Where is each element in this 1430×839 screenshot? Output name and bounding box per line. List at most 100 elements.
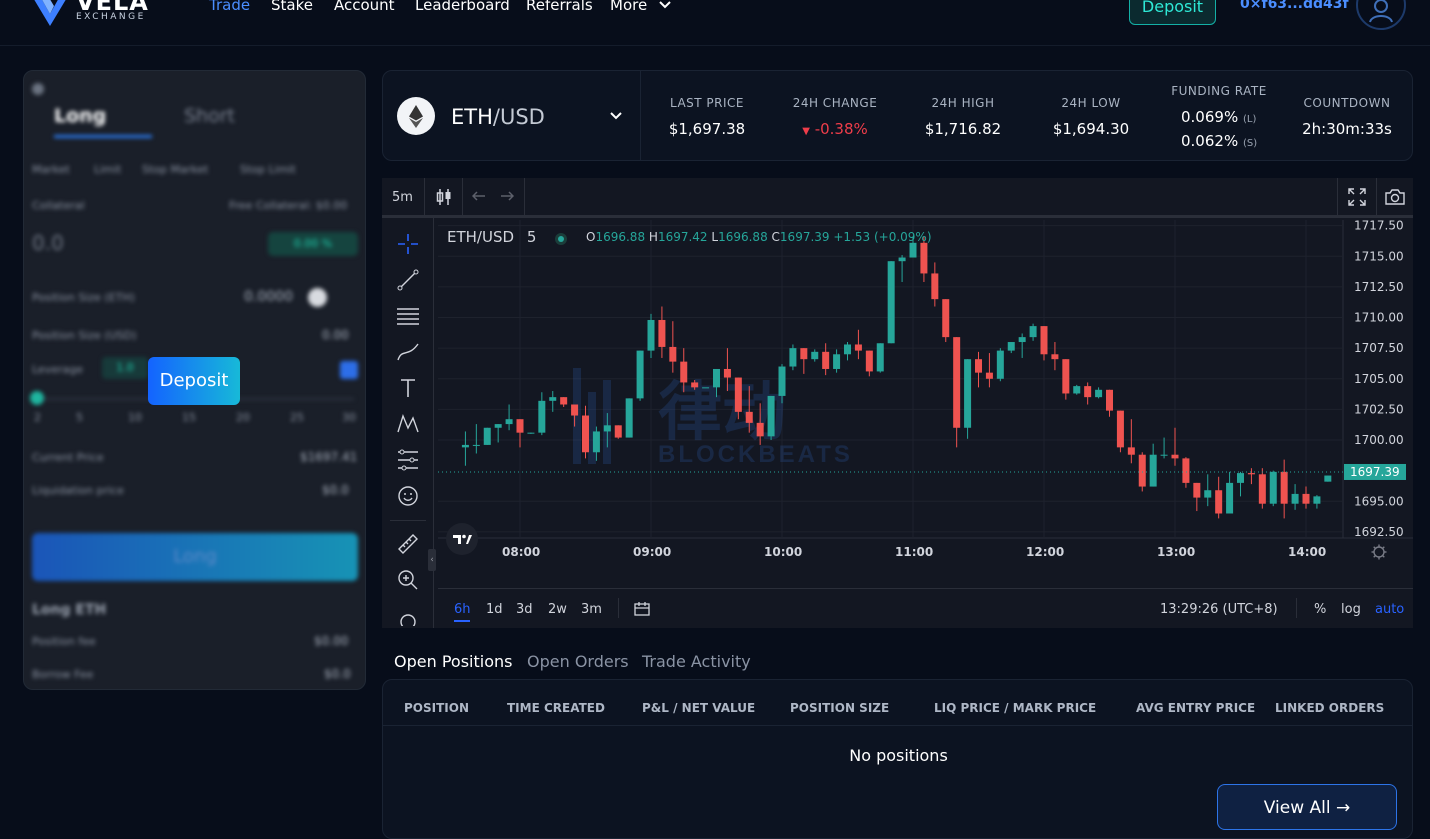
tab-open-positions[interactable]: Open Positions [394,652,513,671]
user-icon [1369,0,1393,23]
candle [691,380,699,390]
interval-button[interactable]: 5m [392,190,413,205]
order-type-stop-limit[interactable]: Stop Limit [240,163,296,176]
tradingview-logo[interactable] [446,523,478,555]
camera-icon[interactable] [1384,188,1406,206]
candles-style-icon[interactable] [436,187,452,207]
candle [920,236,928,283]
slippage-select[interactable]: 0.00 % [268,232,358,256]
nav-trade[interactable]: Trade [209,0,251,14]
emoji-icon[interactable] [396,484,420,508]
watermark-text: BLOCKBEATS [658,441,853,468]
candle [592,426,600,461]
pattern-icon[interactable] [396,412,420,436]
view-all-button[interactable]: View All → [1217,784,1397,830]
candle [636,350,644,401]
header-time-created: TIME CREATED [507,701,605,715]
candle [931,262,939,307]
market-selector[interactable]: ETH/USD [451,105,545,129]
order-type-stop-market[interactable]: Stop Market [142,163,209,176]
range-3d[interactable]: 3d [516,602,533,617]
collateral-input[interactable]: 0.0 [32,231,64,255]
chevron-down-icon [659,1,671,9]
price-tick-label: 1707.50 [1354,341,1404,355]
legend-c-label: C [771,230,780,244]
prediction-icon[interactable] [396,448,420,472]
nav-account[interactable]: Account [334,0,395,14]
range-2w[interactable]: 2w [548,602,567,617]
chart-clock[interactable]: 13:29:26 (UTC+8) [1160,602,1278,617]
low-value: $1,694.30 [1052,120,1130,138]
axis-settings-icon[interactable] [1371,544,1387,560]
nav-more[interactable]: More [610,0,672,14]
collapse-toolbar-button[interactable]: ‹ [428,549,436,571]
wallet-address[interactable]: 0×f63...dd43f [1240,0,1349,12]
candle [483,427,491,445]
candle [876,343,884,373]
positions-table: POSITION TIME CREATED P&L / NET VALUE PO… [382,679,1413,839]
text-tool-icon[interactable] [396,376,420,400]
fib-retracement-icon[interactable] [396,304,420,328]
time-axis[interactable]: 08:00 09:00 10:00 11:00 12:00 13:00 14:00 [502,544,1387,560]
log-toggle[interactable]: log [1341,602,1361,617]
nav-stake[interactable]: Stake [271,0,313,14]
last-price-label: LAST PRICE [669,96,744,110]
candle [844,342,851,361]
fullscreen-icon[interactable] [1348,188,1366,206]
auto-toggle[interactable]: auto [1375,602,1405,617]
order-type-market[interactable]: Market [32,163,70,176]
range-1d[interactable]: 1d [486,602,503,617]
header-position: POSITION [404,701,469,715]
redo-icon[interactable] [500,190,514,202]
brush-icon[interactable] [396,340,420,364]
pair-quote: /USD [492,105,545,129]
range-3m[interactable]: 3m [581,602,602,617]
candle [549,391,557,412]
deposit-overlay-button[interactable]: Deposit [148,357,240,405]
nav-leaderboard[interactable]: Leaderboard [415,0,510,14]
tab-short[interactable]: Short [184,105,235,127]
vela-logo[interactable] [30,0,74,32]
long-submit-button[interactable]: Long [32,533,358,581]
zoom-in-icon[interactable] [396,568,420,592]
user-avatar[interactable] [1356,0,1406,30]
price-axis[interactable]: 1717.50 1715.00 1712.50 1710.00 1707.50 1705.… [1354,220,1404,539]
price-tick-label: 1702.50 [1354,402,1404,416]
order-type-limit[interactable]: Limit [94,163,122,176]
leverage-tick: 15 [182,411,196,424]
date-range-icon[interactable] [633,601,651,617]
tab-long[interactable]: Long [54,105,107,127]
leverage-toggle[interactable] [340,361,358,379]
candle [1204,474,1212,507]
range-6h[interactable]: 6h [454,602,471,617]
candle [1116,410,1124,453]
time-tick-label: 10:00 [764,545,802,559]
chevron-down-icon[interactable] [609,111,623,121]
ruler-icon[interactable] [396,532,420,556]
undo-icon[interactable] [472,190,486,202]
position-fee: $0.00 [314,634,349,648]
tab-trade-activity[interactable]: Trade Activity [642,652,751,671]
trend-line-icon[interactable] [396,268,420,292]
nav-referrals[interactable]: Referrals [526,0,593,14]
leverage-slider-handle[interactable] [30,391,44,405]
candle [516,419,524,448]
market-ticker: ETH/USD LAST PRICE $1,697.38 24H CHANGE … [382,70,1413,161]
tab-open-orders[interactable]: Open Orders [527,652,629,671]
magnet-icon[interactable] [396,610,420,626]
crosshair-icon[interactable] [396,232,420,256]
deposit-button[interactable]: Deposit [1129,0,1216,25]
funding-long: 0.069% (L) [1181,108,1256,126]
candlestick-plot[interactable]: 律动 BLOCKBEATS 1717.50 1715.00 1712.50 1710.… [438,220,1413,560]
leverage-tick: 20 [236,411,250,424]
nav-more-label: More [610,0,648,14]
summary-title: Long ETH [32,602,107,618]
header-divider [383,725,1412,726]
candle [723,348,731,392]
time-tick-label: 11:00 [895,545,933,559]
panel-settings-icon[interactable] [32,83,44,95]
leverage-input[interactable]: 1.0 [102,357,148,379]
market-status-dot[interactable] [555,233,567,245]
percent-toggle[interactable]: % [1314,602,1327,617]
candle [985,353,993,388]
